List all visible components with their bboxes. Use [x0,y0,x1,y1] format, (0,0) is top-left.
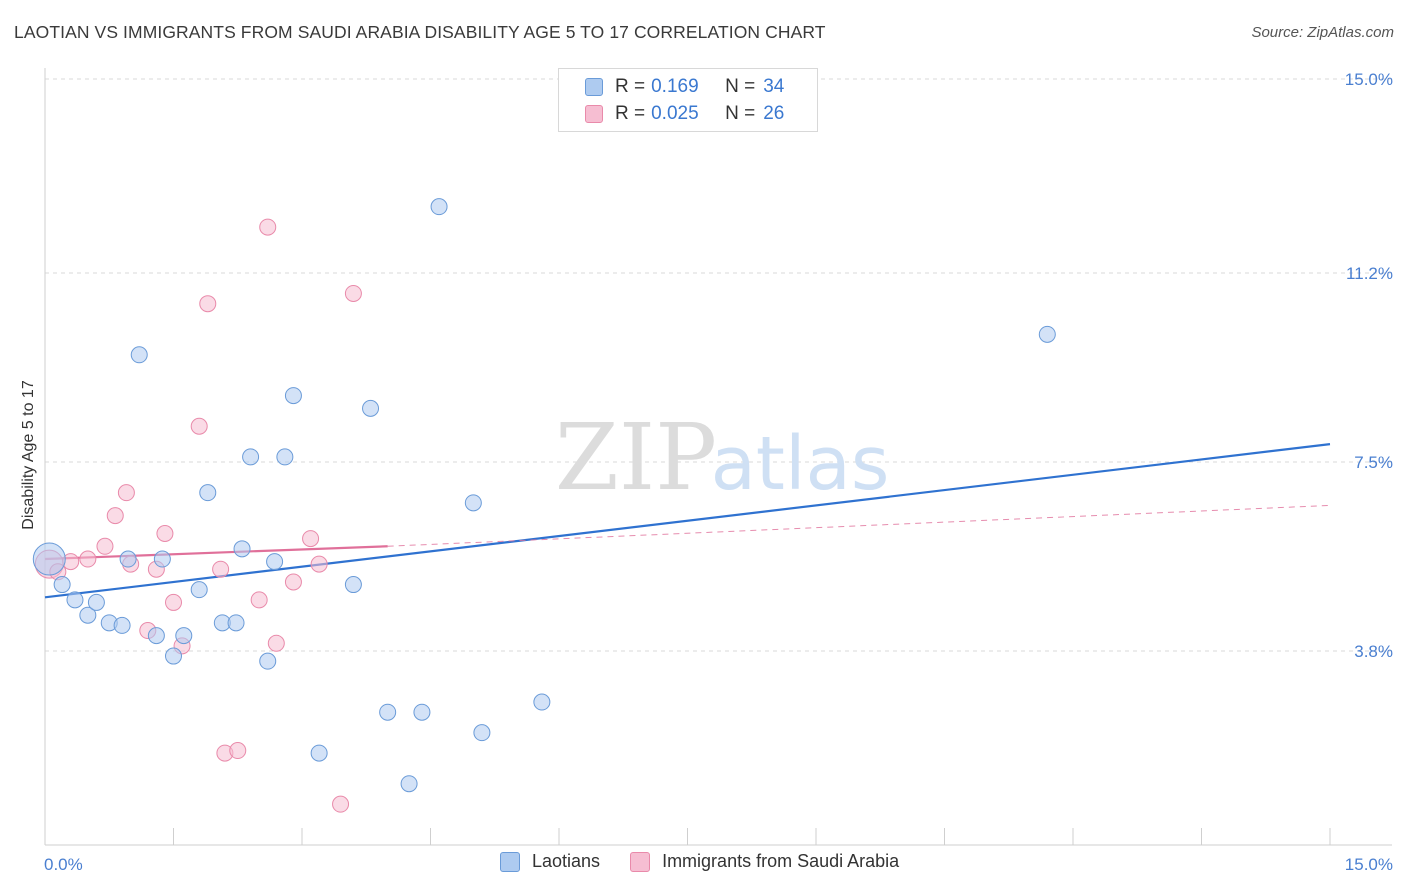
legend-n-label: N = [725,76,756,97]
laotians-point [113,616,131,634]
saudi-point [344,284,362,302]
legend-label: Immigrants from Saudi Arabia [662,851,900,871]
data-points [32,198,1056,813]
legend-swatch-pink [630,851,651,872]
y-axis-label: Disability Age 5 to 17 [20,380,37,530]
legend-label: Laotians [532,851,601,871]
saudi-point [310,555,328,573]
laotians-point [190,581,208,599]
watermark-atlas: atlas [711,421,890,507]
laotians-point [233,540,251,558]
legend-item-saudi-arabia[interactable]: Immigrants from Saudi Arabia [630,851,899,872]
tick-labels: 3.8% 7.5% 11.2% 15.0% 0.0% 15.0% [44,70,1393,874]
laotians-point [413,703,431,721]
laotians-point [362,399,380,417]
laotians-point [533,693,551,711]
saudi-point [229,742,247,760]
saudi-point [165,593,182,611]
laotians-point [1038,325,1056,343]
laotians-point [130,346,148,364]
legend-r-label: R = [615,103,646,124]
legend-n-value: 26 [763,103,785,124]
laotians-point [344,576,362,594]
laotians-point [464,494,482,512]
laotians-point [79,606,97,624]
laotians-point [165,647,182,665]
saudi-point [79,550,97,568]
saudi-point [117,484,135,502]
laotians-point [276,448,294,466]
laotians-point [66,591,84,609]
y-tick-label: 7.5% [1354,453,1393,472]
trend-lines [44,443,1331,599]
laotians-point [379,703,397,721]
saudi-point [156,524,174,542]
laotians-point [87,593,105,611]
saudi-point [190,417,208,435]
laotians-point [147,627,165,645]
x-tick-label: 15.0% [1345,855,1393,874]
saudi-point [267,634,285,652]
y-tick-label: 11.2% [1346,264,1393,283]
saudi-point [332,795,350,813]
legend-r-label: R = [615,76,646,97]
laotians-point [430,198,448,216]
y-tick-label: 15.0% [1345,70,1393,89]
chart-title: LAOTIAN VS IMMIGRANTS FROM SAUDI ARABIA … [14,22,826,42]
laotians-point [199,484,217,502]
x-tick-label: 0.0% [44,855,83,874]
legend-swatch-pink [585,105,603,123]
laotians-point [242,448,260,466]
legend-row-laotians: R = 0.169 N = 34 [585,74,784,100]
laotians-point [400,775,418,793]
laotians-point [310,744,328,762]
series-legend: Laotians Immigrants from Saudi Arabia [500,851,929,872]
saudi-point [212,560,230,578]
y-tick-label: 3.8% [1354,642,1393,661]
laotians-point [259,652,277,670]
saudi-point [284,573,302,591]
axes [44,68,1392,846]
correlation-legend: R = 0.169 N = 34 R = 0.025 N = 26 [558,68,818,132]
watermark: ZIP atlas [555,404,890,511]
laotians-point [284,387,302,405]
laotians-point [227,614,245,632]
legend-row-saudi: R = 0.025 N = 26 [585,101,784,127]
laotians-point [175,627,193,645]
laotians-point [53,576,71,594]
saudi-point [259,218,277,236]
legend-n-value: 34 [763,76,785,97]
saudi-point [250,591,268,609]
legend-n-label: N = [725,103,756,124]
laotians-point [266,553,284,571]
laotians-point [153,550,171,568]
laotians-trend-line [44,443,1331,599]
legend-swatch-blue [585,78,603,96]
source-label: Source: ZipAtlas.com [1251,24,1394,41]
saudi-point [199,295,217,313]
saudi-trend-line-projected [387,504,1331,547]
saudi-trend-line [44,545,388,561]
legend-r-value: 0.025 [651,103,699,124]
laotians-point [32,542,66,576]
legend-swatch-blue [500,851,520,872]
laotians-point [473,724,491,742]
saudi-point [106,507,124,525]
saudi-point [96,537,114,555]
laotians-point [119,550,137,568]
watermark-zip: ZIP [555,404,717,511]
legend-item-laotians[interactable]: Laotians [500,851,600,872]
legend-r-value: 0.169 [651,76,699,97]
grid-lines [45,78,1392,652]
saudi-point [302,530,320,548]
